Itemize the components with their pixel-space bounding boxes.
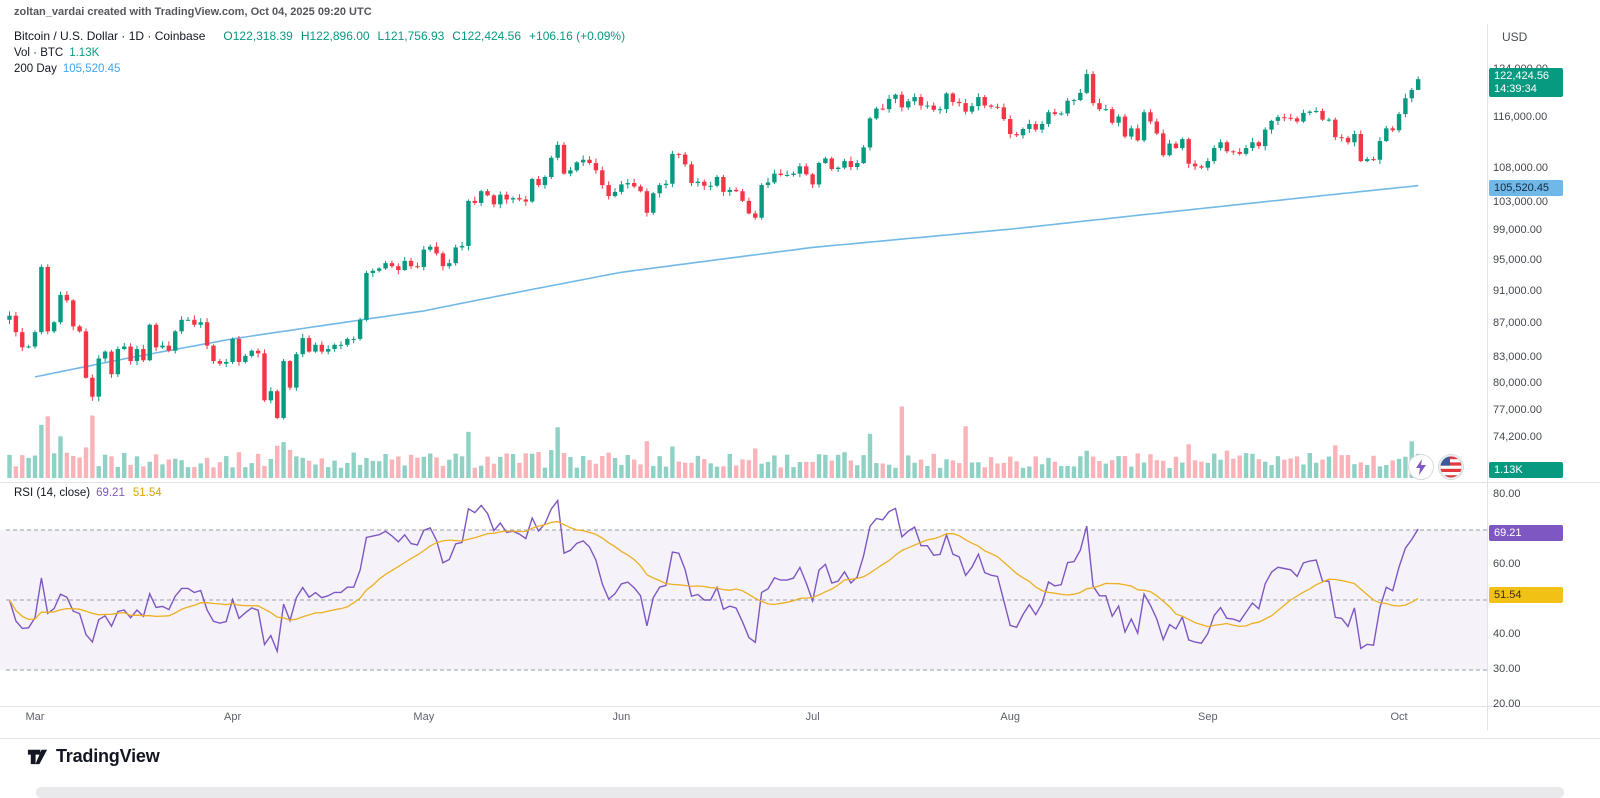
rsi-axis-tick: 60.00	[1493, 558, 1521, 570]
price-axis-tick: 77,000.00	[1493, 404, 1542, 417]
volume-badge: 1.13K	[1489, 462, 1563, 478]
rsi-value: 69.21	[96, 487, 125, 499]
price-axis-tick: 83,000.00	[1493, 350, 1542, 363]
change-value: +106.16 (+0.09%)	[529, 29, 626, 43]
time-scale[interactable]: Mar Apr May Jun Jul Aug Sep Oct	[0, 711, 1487, 733]
close-label: C	[452, 29, 461, 43]
rsi-axis-tick: 30.00	[1493, 663, 1521, 675]
price-axis-tick: 87,000.00	[1493, 316, 1542, 329]
price-axis-tick: 103,000.00	[1493, 195, 1549, 208]
rsi-badge: 69.21	[1489, 525, 1563, 541]
last-price-badge: 122,424.56 14:39:34	[1489, 68, 1563, 97]
tradingview-logo[interactable]: TradingView	[26, 745, 160, 768]
price-axis-tick: 91,000.00	[1493, 284, 1542, 297]
rsi-ma-value: 51.54	[132, 487, 162, 499]
flag-roundel-icon	[1439, 455, 1463, 479]
boost-icon[interactable]	[1408, 454, 1434, 480]
tradingview-wordmark: TradingView	[56, 746, 160, 766]
high-label: H	[300, 29, 310, 43]
price-axis-tick: 80,000.00	[1493, 377, 1542, 389]
last-price-value: 122,424.56	[1494, 70, 1550, 82]
us-flag-icon[interactable]	[1438, 454, 1464, 480]
ma200-value: 105,520.45	[62, 63, 121, 75]
time-axis-label: Apr	[224, 711, 242, 723]
low-value: 121,756.93	[384, 29, 445, 43]
lightning-icon	[1416, 459, 1426, 475]
open-label: O	[223, 29, 233, 43]
time-axis-label: Oct	[1390, 711, 1408, 723]
volume-legend: Vol · BTC 1.13K	[14, 47, 99, 59]
close-value: 122,424.56	[460, 29, 522, 43]
tradingview-mark-icon	[27, 749, 48, 765]
open-value: 122,318.39	[232, 29, 293, 43]
footer-bar: TradingView	[0, 739, 1600, 779]
rsi-axis-tick: 40.00	[1493, 628, 1521, 640]
low-label: L	[377, 29, 385, 43]
time-axis-label: Jun	[612, 711, 631, 723]
time-axis-label: Jul	[805, 711, 820, 723]
high-value: 122,896.00	[309, 29, 370, 43]
price-axis-tick: 95,000.00	[1493, 253, 1542, 266]
time-axis-label: Aug	[1000, 711, 1021, 723]
price-axis-tick: 99,000.00	[1493, 224, 1542, 237]
symbol-title[interactable]: Bitcoin / U.S. Dollar · 1D · Coinbase	[14, 29, 206, 43]
rsi-axis-tick: 80.00	[1493, 488, 1521, 500]
rsi-axis-tick: 20.00	[1493, 698, 1521, 710]
rsi-legend: RSI (14, close) 69.21 51.54	[14, 487, 162, 499]
attribution-text: zoltan_vardai created with TradingView.c…	[14, 6, 372, 18]
price-axis-tick: 74,200.00	[1493, 430, 1542, 443]
ma200-legend: 200 Day 105,520.45	[14, 63, 120, 75]
volume-label[interactable]: Vol · BTC	[14, 47, 64, 59]
currency-toggle-usd[interactable]: USD	[1502, 30, 1528, 44]
price-axis-tick: 108,000.00	[1493, 161, 1549, 174]
symbol-legend: Bitcoin / U.S. Dollar · 1D · Coinbase O12…	[14, 29, 625, 43]
time-axis-label: May	[413, 711, 435, 723]
volume-value: 1.13K	[69, 47, 100, 59]
bottom-strip	[36, 787, 1564, 798]
ma200-badge: 105,520.45	[1489, 180, 1563, 196]
rsi-ma-badge: 51.54	[1489, 587, 1563, 603]
time-axis-label: Sep	[1198, 711, 1218, 723]
bar-countdown: 14:39:34	[1494, 83, 1537, 95]
rsi-title[interactable]: RSI (14, close)	[14, 487, 91, 499]
ma200-label[interactable]: 200 Day	[14, 63, 57, 75]
time-axis-label: Mar	[25, 711, 45, 723]
price-axis-tick: 116,000.00	[1493, 110, 1548, 123]
rsi-scale[interactable]: 80.00 60.00 40.00 30.00 20.00	[1487, 0, 1600, 798]
